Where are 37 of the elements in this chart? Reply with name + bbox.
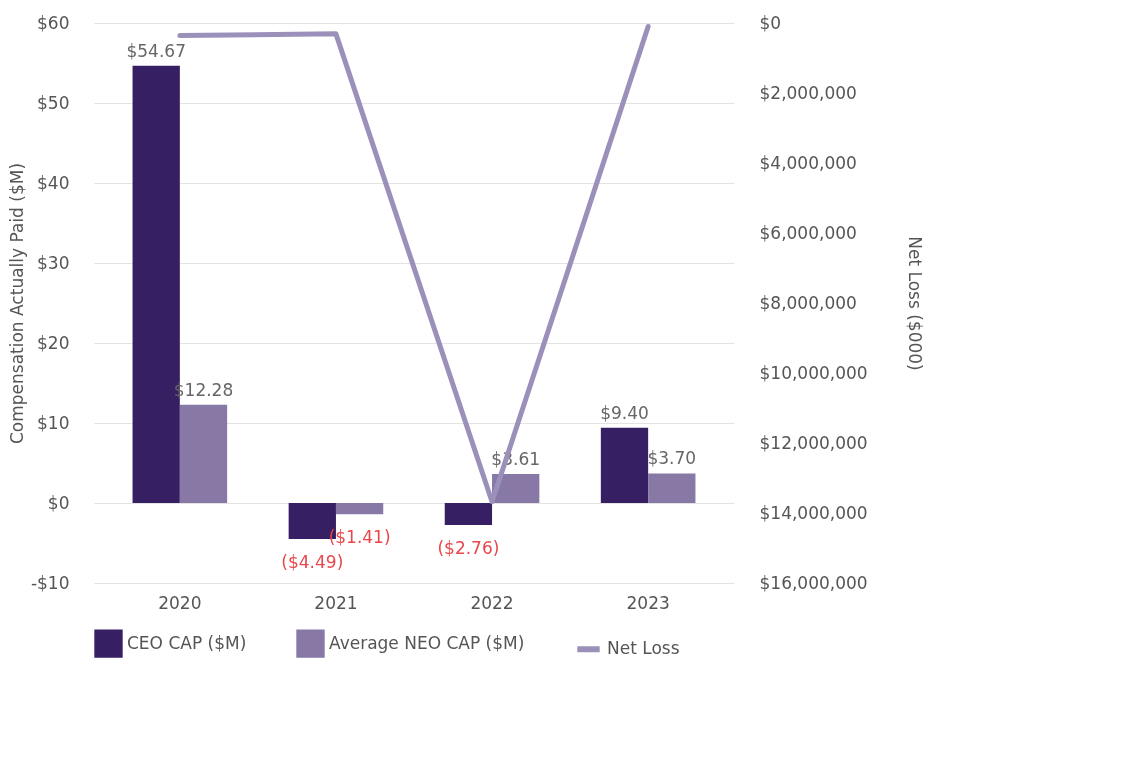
data-label: ($1.41) (328, 527, 391, 548)
y-tick-label: $60 (37, 12, 70, 33)
x-tick-label: 2023 (626, 592, 670, 613)
data-label: $9.40 (600, 402, 649, 423)
bar (179, 404, 228, 503)
y-tick-label: -$10 (30, 572, 70, 593)
bar (600, 427, 649, 503)
y2-axis-title: Net Loss ($000) (904, 236, 925, 371)
legend-label: Average NEO CAP ($M) (329, 632, 525, 653)
data-label: ($4.49) (281, 551, 344, 572)
y-tick-label: $10 (37, 412, 70, 433)
y2-tick-label: $14,000,000 (759, 502, 868, 523)
x-tick-label: 2020 (158, 592, 202, 613)
y-tick-label: $30 (37, 252, 70, 273)
y-axis-title: Compensation Actually Paid ($M) (6, 162, 27, 445)
bar (444, 503, 493, 526)
data-label: $3.70 (647, 448, 697, 469)
y2-tick-label: $8,000,000 (759, 292, 857, 313)
y2-tick-label: $4,000,000 (759, 152, 857, 173)
bar (335, 503, 384, 515)
legend-label: Net Loss (607, 638, 680, 659)
bar (648, 473, 696, 503)
y2-tick-label: $0 (759, 12, 782, 33)
y2-tick-label: $16,000,000 (759, 572, 868, 593)
x-tick-label: 2021 (314, 592, 358, 613)
x-tick-label: 2022 (470, 592, 514, 613)
legend-label: CEO CAP ($M) (127, 632, 247, 653)
y-tick-label: $50 (37, 92, 70, 113)
y-tick-label: $40 (37, 172, 70, 193)
data-label: ($2.76) (437, 538, 500, 559)
y2-tick-label: $6,000,000 (759, 222, 857, 243)
y2-tick-label: $12,000,000 (759, 432, 868, 453)
y-tick-label: $20 (37, 332, 70, 353)
data-label: $54.67 (126, 40, 186, 61)
y2-tick-label: $2,000,000 (759, 82, 857, 103)
y2-tick-label: $10,000,000 (759, 362, 868, 383)
y-tick-label: $0 (47, 492, 70, 513)
